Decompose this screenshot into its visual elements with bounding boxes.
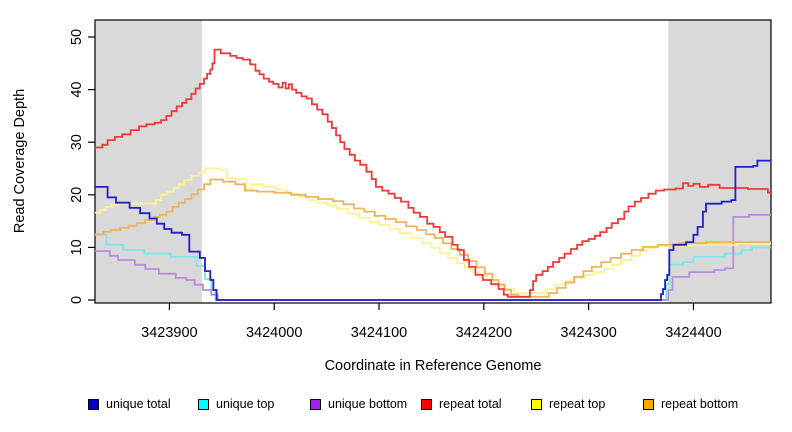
y-axis-title: Read Coverage Depth <box>12 88 28 234</box>
series-line-repeat-bottom <box>95 178 771 298</box>
x-tick-label: 3424000 <box>246 325 302 341</box>
legend-label-repeat-top: repeat top <box>549 397 606 411</box>
legend-item-repeat-bottom: repeat bottom <box>643 397 738 411</box>
legend-label-repeat-total: repeat total <box>439 397 502 411</box>
x-tick-label: 3423900 <box>141 325 197 341</box>
legend-item-repeat-top: repeat top <box>531 397 605 411</box>
legend-label-unique-top: unique top <box>216 397 275 411</box>
legend-swatch-repeat-total <box>421 398 432 410</box>
shaded-region-0 <box>95 20 202 303</box>
legend: unique total unique top unique bottom repea… <box>0 397 792 419</box>
x-tick-label: 3424100 <box>351 325 407 341</box>
y-tick-label: 20 <box>69 187 85 203</box>
legend-item-unique-bottom: unique bottom <box>310 397 407 411</box>
series-line-repeat-top <box>95 167 771 295</box>
legend-item-unique-top: unique top <box>198 397 274 411</box>
legend-swatch-unique-top <box>198 398 209 410</box>
y-tick-label: 10 <box>69 239 85 255</box>
legend-swatch-repeat-bottom <box>643 398 654 410</box>
legend-swatch-unique-total <box>88 398 99 410</box>
x-axis-title: Coordinate in Reference Genome <box>324 358 542 374</box>
legend-swatch-unique-bottom <box>310 398 321 410</box>
y-tick-label: 40 <box>69 82 85 98</box>
y-tick-label: 30 <box>69 134 85 150</box>
series-line-unique-top <box>95 233 771 301</box>
series-line-unique-total <box>95 159 771 301</box>
y-tick-label: 0 <box>69 296 85 304</box>
x-tick-label: 3424200 <box>456 325 512 341</box>
legend-swatch-repeat-top <box>531 398 542 410</box>
legend-item-unique-total: unique total <box>88 397 171 411</box>
shaded-region-1 <box>668 20 771 303</box>
x-tick-label: 3424300 <box>560 325 616 341</box>
series-line-unique-bottom <box>95 213 771 301</box>
y-tick-label: 50 <box>69 29 85 45</box>
legend-label-repeat-bottom: repeat bottom <box>661 397 739 411</box>
series-line-repeat-total <box>95 48 771 298</box>
legend-label-unique-total: unique total <box>106 397 171 411</box>
legend-label-unique-bottom: unique bottom <box>328 397 408 411</box>
legend-item-repeat-total: repeat total <box>421 397 502 411</box>
x-tick-label: 3424400 <box>665 325 721 341</box>
